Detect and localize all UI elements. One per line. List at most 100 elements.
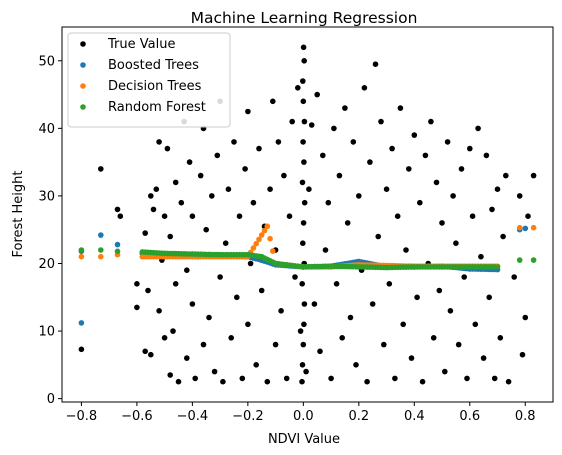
data-point — [148, 193, 154, 199]
x-tick-label: 0.6 — [459, 409, 480, 424]
legend-label: Boosted Trees — [108, 58, 199, 73]
data-point — [98, 232, 104, 238]
data-point — [272, 341, 279, 348]
prediction-mark — [264, 223, 271, 230]
data-point — [361, 85, 368, 91]
data-point — [301, 118, 308, 125]
data-point — [417, 199, 423, 206]
data-point — [480, 355, 487, 361]
data-point — [186, 159, 193, 165]
data-point — [519, 351, 526, 358]
chart-title: Machine Learning Regression — [191, 9, 418, 27]
data-point — [225, 186, 232, 192]
data-point — [516, 257, 523, 263]
data-point — [189, 213, 196, 219]
data-point — [461, 274, 468, 280]
x-tick-label: 0.2 — [348, 409, 369, 424]
data-point — [339, 335, 346, 341]
data-point — [505, 378, 512, 385]
data-point — [300, 139, 306, 145]
data-point — [217, 274, 223, 280]
legend-label: Decision Trees — [108, 79, 202, 94]
data-point — [525, 213, 531, 219]
x-axis-ticks: −0.8 −0.6 −0.4 −0.2 0.0 0.2 0.4 0.6 0.8 — [66, 402, 536, 424]
data-point — [231, 139, 237, 145]
data-point — [342, 105, 348, 111]
data-point — [289, 118, 296, 125]
data-point — [433, 179, 440, 186]
data-point — [78, 247, 85, 253]
data-point — [239, 375, 246, 382]
data-point — [134, 304, 140, 311]
x-tick-label: −0.6 — [121, 409, 153, 424]
data-point — [530, 224, 537, 231]
y-tick-label: 10 — [38, 325, 55, 340]
series-1 — [78, 44, 537, 385]
data-point — [299, 281, 306, 287]
data-point — [301, 199, 308, 206]
data-point — [300, 341, 307, 348]
data-point — [511, 274, 517, 280]
x-tick-label: 0.4 — [404, 409, 425, 424]
data-point — [422, 152, 429, 159]
prediction-band-3 — [139, 249, 498, 271]
data-point — [98, 166, 104, 172]
prediction-mark — [253, 240, 259, 247]
data-point — [314, 91, 321, 98]
legend-label: Random Forest — [108, 100, 206, 115]
data-point — [172, 281, 179, 287]
data-point — [328, 375, 334, 382]
data-point — [403, 247, 409, 253]
data-point — [394, 213, 401, 219]
y-tick-label: 40 — [38, 122, 55, 137]
data-point — [206, 314, 212, 321]
data-point — [383, 186, 390, 192]
legend-marker — [80, 83, 86, 89]
prediction-mark — [250, 245, 257, 251]
data-point — [258, 287, 265, 294]
data-point — [184, 267, 190, 274]
data-point — [167, 233, 173, 240]
legend-marker — [80, 62, 86, 68]
data-point — [161, 213, 168, 219]
data-point — [242, 166, 248, 172]
data-point — [197, 172, 204, 179]
data-point — [142, 348, 148, 355]
legend-item: Random Forest — [80, 100, 206, 115]
data-point — [453, 240, 459, 246]
data-point — [442, 368, 448, 375]
prediction-mark — [267, 235, 273, 242]
data-point — [98, 247, 104, 253]
data-point — [397, 105, 404, 111]
legend-item: True Value — [80, 37, 175, 52]
data-point — [175, 378, 182, 385]
data-point — [400, 321, 407, 328]
data-point — [475, 125, 481, 132]
data-point — [478, 253, 484, 260]
data-point — [156, 139, 162, 145]
data-point — [464, 375, 470, 382]
data-point — [494, 186, 501, 192]
data-point — [250, 199, 257, 206]
legend-item: Decision Trees — [80, 79, 202, 94]
data-point — [156, 308, 162, 314]
data-point — [408, 355, 415, 361]
data-point — [455, 341, 462, 348]
data-point — [472, 321, 479, 328]
data-point — [178, 199, 185, 206]
data-point — [489, 206, 495, 213]
data-point — [311, 301, 318, 307]
data-point — [414, 294, 420, 301]
data-point — [256, 145, 262, 152]
data-point — [292, 274, 298, 280]
data-point — [530, 257, 537, 263]
data-point — [353, 362, 359, 368]
data-point — [325, 199, 332, 206]
data-point — [317, 348, 323, 355]
data-point — [308, 122, 315, 128]
data-point — [364, 378, 370, 385]
data-point — [98, 253, 104, 260]
x-tick-label: 0.0 — [293, 409, 314, 424]
data-point — [209, 193, 215, 199]
